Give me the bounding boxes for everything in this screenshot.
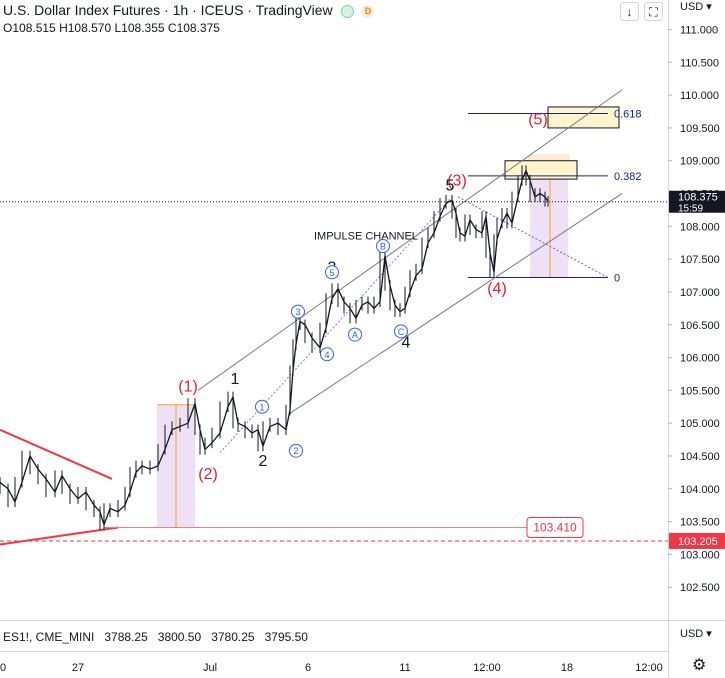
subchart-low: 3780.25 — [211, 630, 255, 644]
ohlc-readout: O108.515 H108.570 L108.355 C108.375 — [3, 21, 220, 35]
subchart-open: 3788.25 — [104, 630, 148, 644]
currency-select-bottom[interactable]: USD ▾ — [680, 628, 712, 640]
x-tick-label: 6 — [305, 662, 311, 674]
wave-label-minor: C — [398, 327, 405, 337]
wave-circle-marker — [291, 304, 305, 319]
open-value: 108.515 — [12, 21, 56, 35]
fib-label: 0.618 — [614, 109, 642, 121]
y-tick-label: 103.500 — [680, 517, 720, 529]
wave-label-intermediate: 4 — [402, 335, 411, 352]
y-tick-label: 110.500 — [680, 57, 719, 69]
wave-label-primary: (3) — [447, 173, 467, 190]
wave-label-primary: (4) — [487, 280, 507, 297]
wave-label-primary: (5) — [528, 112, 548, 129]
last-price-value: 108.375 — [678, 192, 718, 204]
channel-upper-line — [197, 89, 623, 391]
wave-label-primary: (1) — [178, 379, 198, 396]
subchart-symbol: ES1!, CME_MINI — [3, 630, 95, 644]
wave-label-minor: 3 — [295, 307, 300, 317]
fullscreen-icon[interactable]: ⛶ — [644, 2, 663, 21]
wave-label-intermediate: 2 — [259, 453, 268, 470]
wave-label-minor: B — [380, 242, 386, 252]
wave-circle-marker — [325, 265, 339, 280]
y-tick-label: 103.000 — [680, 549, 720, 561]
wave-label-minor: A — [352, 330, 358, 340]
red-level-value: 103.205 — [678, 536, 718, 548]
wave-label-minor: 4 — [324, 350, 329, 360]
delayed-badge: D — [361, 4, 375, 18]
wave-circle-marker — [320, 347, 334, 362]
y-tick-label: 104.000 — [680, 484, 720, 496]
y-tick-label: 107.000 — [680, 287, 720, 299]
y-tick-label: 109.500 — [680, 123, 720, 135]
plot-area[interactable] — [0, 0, 668, 620]
y-tick-label: 105.500 — [680, 385, 720, 397]
last-price-badge — [669, 190, 725, 213]
y-tick-label: 110.000 — [680, 90, 719, 102]
wave-label-minor: 5 — [329, 268, 334, 278]
y-tick-label: 105.000 — [680, 418, 720, 430]
wave-label-intermediate: 5 — [446, 177, 455, 194]
y-tick-label: 102.500 — [680, 582, 720, 594]
channel-label: IMPULSE CHANNEL — [314, 230, 418, 242]
wave-label-minor: 1 — [259, 402, 264, 412]
subchart-legend: ES1!, CME_MINI 3788.25 3800.50 3780.25 3… — [3, 630, 308, 644]
x-tick-label: 12:00 — [635, 662, 663, 674]
triangle-lower-line — [0, 526, 119, 546]
fib-label: 0 — [614, 273, 620, 285]
subchart-close: 3795.50 — [264, 630, 308, 644]
y-tick-label: 107.500 — [680, 254, 720, 266]
high-value: 108.570 — [67, 21, 112, 35]
x-tick-label: 00 — [0, 662, 6, 674]
wave-label-primary: (2) — [198, 466, 218, 483]
y-tick-label: 104.500 — [680, 451, 720, 463]
wave-circle-marker — [255, 399, 269, 414]
wave-circle-marker — [348, 327, 362, 342]
currency-select-top[interactable]: USD ▾ — [680, 1, 712, 13]
support-level-label: 103.410 — [533, 520, 577, 534]
channel-lower-line — [289, 193, 623, 414]
y-tick-label: 108.000 — [680, 221, 720, 233]
y-tick-label: 106.000 — [680, 353, 720, 365]
close-value: 108.375 — [176, 21, 220, 35]
fib-target-zone-382 — [504, 160, 578, 180]
symbol-title: U.S. Dollar Index Futures · 1h · ICEUS ·… — [3, 2, 333, 18]
triangle-upper-line — [0, 428, 113, 480]
x-tick-label: 12:00 — [473, 662, 501, 674]
wave-circle-marker — [376, 239, 390, 254]
support-level-box[interactable] — [526, 516, 584, 538]
projection-box — [530, 170, 568, 278]
wave-label-minor: 2 — [293, 446, 298, 456]
x-tick-label: 11 — [399, 662, 410, 674]
market-status-icon — [340, 4, 354, 18]
y-tick-label: 109.000 — [680, 156, 720, 168]
wave-circle-marker — [394, 324, 408, 339]
chart-legend-title: U.S. Dollar Index Futures · 1h · ICEUS ·… — [3, 2, 375, 18]
x-tick-label: Jul — [203, 662, 217, 674]
y-tick-label: 106.500 — [680, 320, 720, 332]
x-tick-label: 18 — [561, 662, 573, 674]
wave-label-intermediate: 1 — [231, 371, 240, 388]
subchart-high: 3800.50 — [157, 630, 202, 644]
low-value: 108.355 — [121, 21, 165, 35]
gear-icon[interactable]: ⚙ — [692, 657, 707, 674]
wave-circle-marker — [289, 443, 303, 458]
download-icon[interactable]: ↓ — [620, 2, 639, 21]
bar-countdown: 15:59 — [678, 204, 703, 215]
y-tick-label: 111.000 — [680, 25, 718, 37]
fib-label: 0.382 — [614, 171, 642, 183]
fib-trend-line — [457, 196, 609, 278]
x-tick-label: 27 — [72, 662, 84, 674]
red-level-badge — [669, 532, 725, 549]
